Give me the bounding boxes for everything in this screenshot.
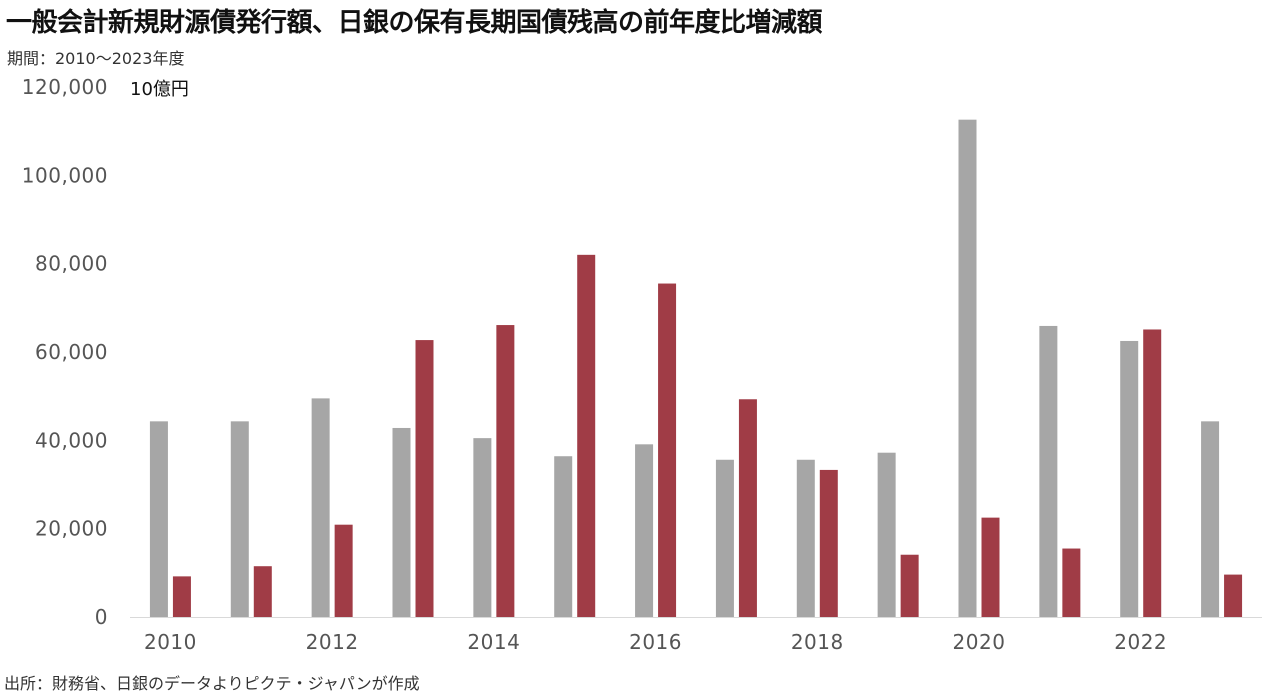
bar-boj-change xyxy=(1143,329,1162,617)
bar-new-issuance xyxy=(1120,340,1139,617)
bar-new-issuance xyxy=(635,444,654,617)
bar-boj-change xyxy=(981,517,1000,618)
bar-boj-change xyxy=(738,399,757,617)
x-tick-label: 2010 xyxy=(144,630,197,654)
y-tick-label: 120,000 xyxy=(22,75,108,99)
bars-group xyxy=(149,119,1243,618)
y-tick-label: 80,000 xyxy=(35,252,108,276)
bar-new-issuance xyxy=(1039,325,1058,617)
x-tick-label: 2014 xyxy=(467,630,520,654)
bar-boj-change xyxy=(415,340,434,617)
unit-label: 10億円 xyxy=(130,79,189,100)
chart-subtitle: 期間：2010～2023年度 xyxy=(7,49,185,68)
y-tick-label: 40,000 xyxy=(35,428,108,452)
bar-boj-change xyxy=(819,469,838,617)
y-tick-label: 100,000 xyxy=(22,163,108,187)
bar-boj-change xyxy=(658,283,677,617)
y-tick-label: 0 xyxy=(95,605,108,629)
bar-boj-change xyxy=(253,566,272,617)
bar-boj-change xyxy=(900,554,919,617)
x-axis: 2010 2012 2014 2016 2018 2020 2022 xyxy=(144,630,1167,654)
bar-new-issuance xyxy=(554,456,573,617)
bar-new-issuance xyxy=(877,452,896,617)
bar-new-issuance xyxy=(473,438,492,618)
y-tick-label: 60,000 xyxy=(35,340,108,364)
bar-new-issuance xyxy=(1201,421,1220,617)
bar-new-issuance xyxy=(311,398,330,618)
bar-new-issuance xyxy=(392,427,411,617)
bar-new-issuance xyxy=(149,421,168,617)
bar-new-issuance xyxy=(796,459,815,617)
source-note: 出所：財務省、日銀のデータよりピクテ・ジャパンが作成 xyxy=(4,674,420,693)
x-tick-label: 2018 xyxy=(791,630,844,654)
bar-boj-change xyxy=(334,524,353,617)
y-tick-label: 20,000 xyxy=(35,517,108,541)
x-tick-label: 2020 xyxy=(953,630,1006,654)
bar-boj-change xyxy=(577,254,596,617)
chart-title: 一般会計新規財源債発行額、日銀の保有長期国債残高の前年度比増減額 xyxy=(6,8,823,38)
bar-new-issuance xyxy=(230,421,249,617)
bar-new-issuance xyxy=(958,119,977,618)
x-tick-label: 2022 xyxy=(1114,630,1167,654)
x-tick-label: 2016 xyxy=(629,630,682,654)
bar-boj-change xyxy=(496,325,515,617)
y-axis: 0 20,000 40,000 60,000 80,000 100,000 120,000 xyxy=(22,75,108,629)
bar-new-issuance xyxy=(715,459,734,617)
x-tick-label: 2012 xyxy=(306,630,359,654)
bar-boj-change xyxy=(172,576,191,617)
bar-boj-change xyxy=(1224,574,1243,617)
bar-boj-change xyxy=(1062,548,1081,617)
